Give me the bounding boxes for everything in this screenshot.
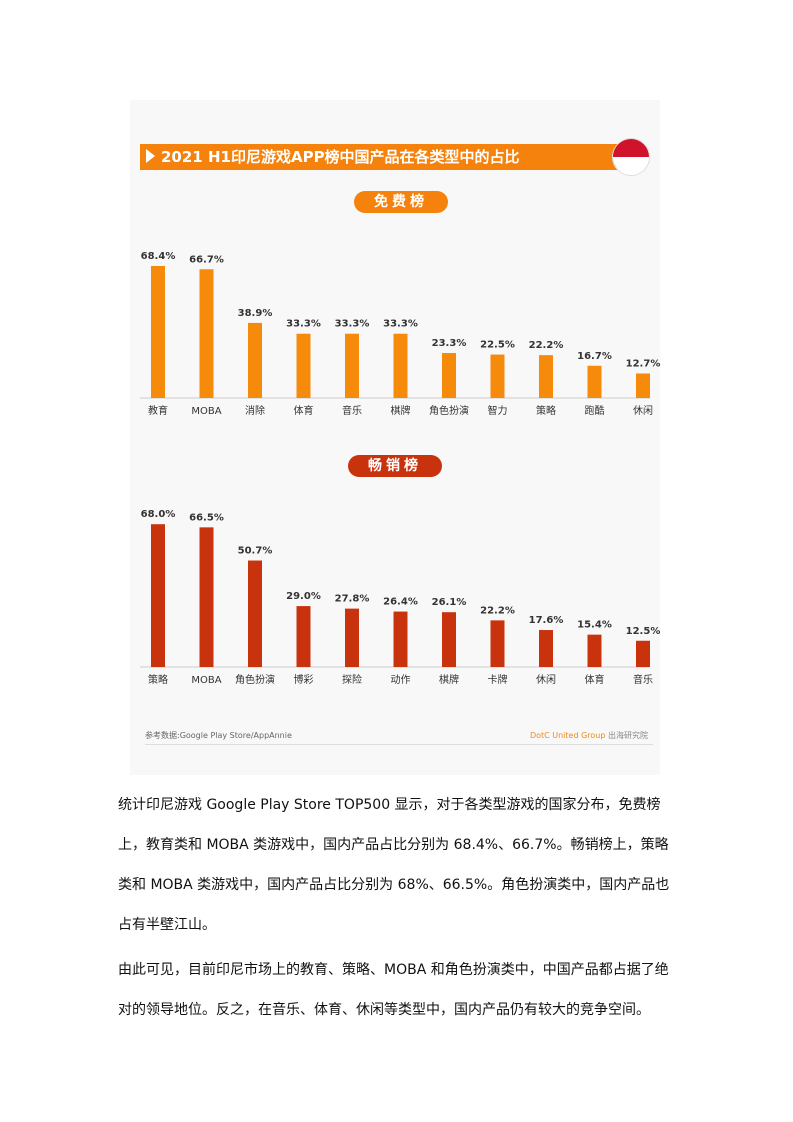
bar <box>248 322 262 398</box>
category-label: 动作 <box>391 674 411 686</box>
data-label: 16.7% <box>577 351 612 362</box>
bar <box>345 333 359 398</box>
bar <box>393 333 408 398</box>
grossing-chart-title: 畅销榜 <box>348 455 442 477</box>
data-label: 22.2% <box>480 605 515 616</box>
data-label: 33.3% <box>286 319 321 330</box>
data-label: 17.6% <box>529 615 564 626</box>
data-label: 26.1% <box>432 597 467 608</box>
category-label: 角色扮演 <box>235 673 275 686</box>
category-label: 博彩 <box>294 673 314 686</box>
data-source: 参考数据:Google Play Store/AppAnnie <box>145 731 292 740</box>
data-label: 68.4% <box>141 251 176 262</box>
category-label: 智力 <box>488 404 508 417</box>
data-label: 26.4% <box>383 597 418 608</box>
brand-name: DotC United Group <box>529 731 606 740</box>
bar <box>199 527 214 667</box>
category-label: 卡牌 <box>488 673 508 686</box>
bar <box>199 269 214 398</box>
category-label: 休闲 <box>536 673 556 686</box>
bar <box>490 354 505 398</box>
category-label: 休闲 <box>633 404 653 417</box>
bar <box>539 630 553 667</box>
category-label: 跑酷 <box>585 404 605 417</box>
data-label: 12.7% <box>626 358 661 369</box>
category-label: 策略 <box>536 404 556 417</box>
grossing-chart: 68.0% 策略 66.5% MOBA 50.7% 角色扮演 29.0% 博彩 27.8% 探险 2… <box>140 509 661 686</box>
bar <box>539 355 553 398</box>
bar <box>636 373 650 398</box>
category-label: 体育 <box>294 404 314 417</box>
bar <box>151 265 165 398</box>
indonesia-flag-icon <box>612 138 650 176</box>
figure-title: 2021 H1印尼游戏APP榜中国产品在各类型中的占比 <box>161 148 520 166</box>
paragraph-2: 由此可见，目前印尼市场上的教育、策略、MOBA 和角色扮演类中，中国产品都占据了… <box>118 962 669 1018</box>
category-label: 策略 <box>148 673 168 686</box>
data-label: 33.3% <box>383 319 418 330</box>
category-label: 角色扮演 <box>429 404 469 417</box>
data-label: 50.7% <box>238 546 273 557</box>
figure-title-bar: 2021 H1印尼游戏APP榜中国产品在各类型中的占比 <box>140 144 620 170</box>
data-label: 33.3% <box>335 319 370 330</box>
category-label: MOBA <box>191 406 221 417</box>
data-label: 66.5% <box>189 512 224 523</box>
data-label: 38.9% <box>238 308 273 319</box>
bar <box>248 560 262 667</box>
bar <box>296 606 311 667</box>
category-label: 消除 <box>245 404 265 417</box>
data-label: 15.4% <box>577 620 612 631</box>
bar <box>151 524 165 667</box>
bar <box>442 353 456 398</box>
data-label: 66.7% <box>189 254 224 265</box>
category-label: 棋牌 <box>391 404 411 417</box>
data-label: 68.0% <box>141 509 176 520</box>
category-label: 棋牌 <box>439 673 459 686</box>
data-label: 27.8% <box>335 594 370 605</box>
free-chart-title: 免费榜 <box>354 191 448 213</box>
data-label: 29.0% <box>286 591 321 602</box>
data-label: 12.5% <box>626 626 661 637</box>
data-label: 23.3% <box>432 338 467 349</box>
brand-credit: DotC United Group 出海研究院 <box>530 730 648 741</box>
bar <box>587 365 602 398</box>
bar <box>636 640 650 667</box>
bar <box>490 620 505 667</box>
bar <box>296 333 311 398</box>
bar <box>587 634 602 667</box>
bar <box>393 611 408 667</box>
category-label: 音乐 <box>342 404 362 417</box>
paragraph-1: 统计印尼游戏 Google Play Store TOP500 显示，对于各类型… <box>118 797 670 933</box>
bar <box>442 612 456 667</box>
category-label: 探险 <box>342 673 362 686</box>
source-divider <box>145 744 653 745</box>
data-label: 22.5% <box>480 340 515 351</box>
play-triangle-icon <box>146 149 155 163</box>
category-label: 音乐 <box>633 673 653 686</box>
category-label: MOBA <box>191 675 221 686</box>
data-label: 22.2% <box>529 340 564 351</box>
category-label: 教育 <box>148 404 168 417</box>
category-label: 体育 <box>585 673 605 686</box>
bar <box>345 608 359 667</box>
free-chart: 68.4% 教育 66.7% MOBA 38.9% 消除 33.3% 体育 33.3% 音乐 33.… <box>140 251 661 417</box>
brand-suffix: 出海研究院 <box>608 731 648 740</box>
